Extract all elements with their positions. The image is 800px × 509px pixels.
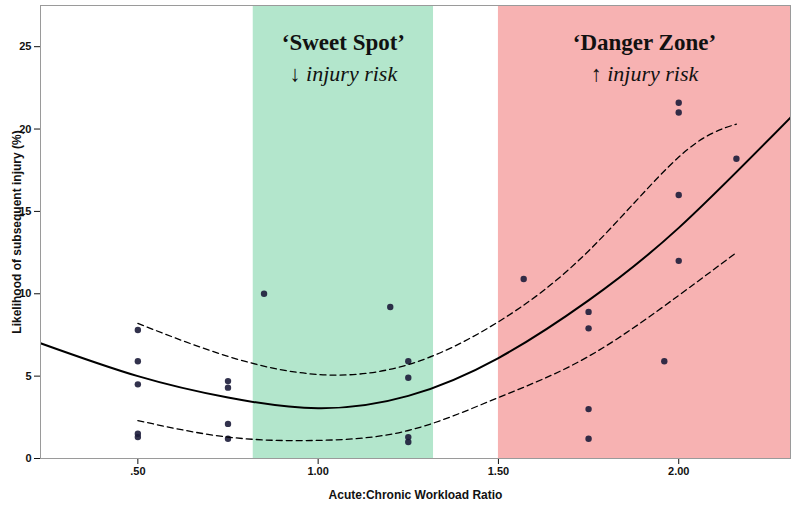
svg-text:1.00: 1.00 [307, 465, 328, 477]
svg-text:2.00: 2.00 [668, 465, 689, 477]
svg-text:10: 10 [19, 287, 32, 300]
svg-text:0: 0 [25, 452, 31, 464]
svg-text:.50: .50 [130, 465, 145, 477]
svg-text:5: 5 [25, 370, 31, 382]
svg-text:‘Sweet Spot’: ‘Sweet Spot’ [282, 30, 405, 55]
svg-text:15: 15 [19, 204, 32, 217]
svg-text:↑ injury risk: ↑ injury risk [591, 61, 700, 86]
svg-text:25: 25 [19, 40, 31, 52]
svg-text:↓ injury risk: ↓ injury risk [290, 61, 399, 86]
svg-text:‘Danger Zone’: ‘Danger Zone’ [573, 30, 716, 55]
svg-text:20: 20 [19, 122, 32, 135]
svg-text:1.50: 1.50 [488, 465, 509, 477]
svg-text:Acute:Chronic Workload Ratio: Acute:Chronic Workload Ratio [329, 488, 503, 502]
svg-text:Likelihood of subsequent injur: Likelihood of subsequent injury (%) [10, 130, 24, 333]
